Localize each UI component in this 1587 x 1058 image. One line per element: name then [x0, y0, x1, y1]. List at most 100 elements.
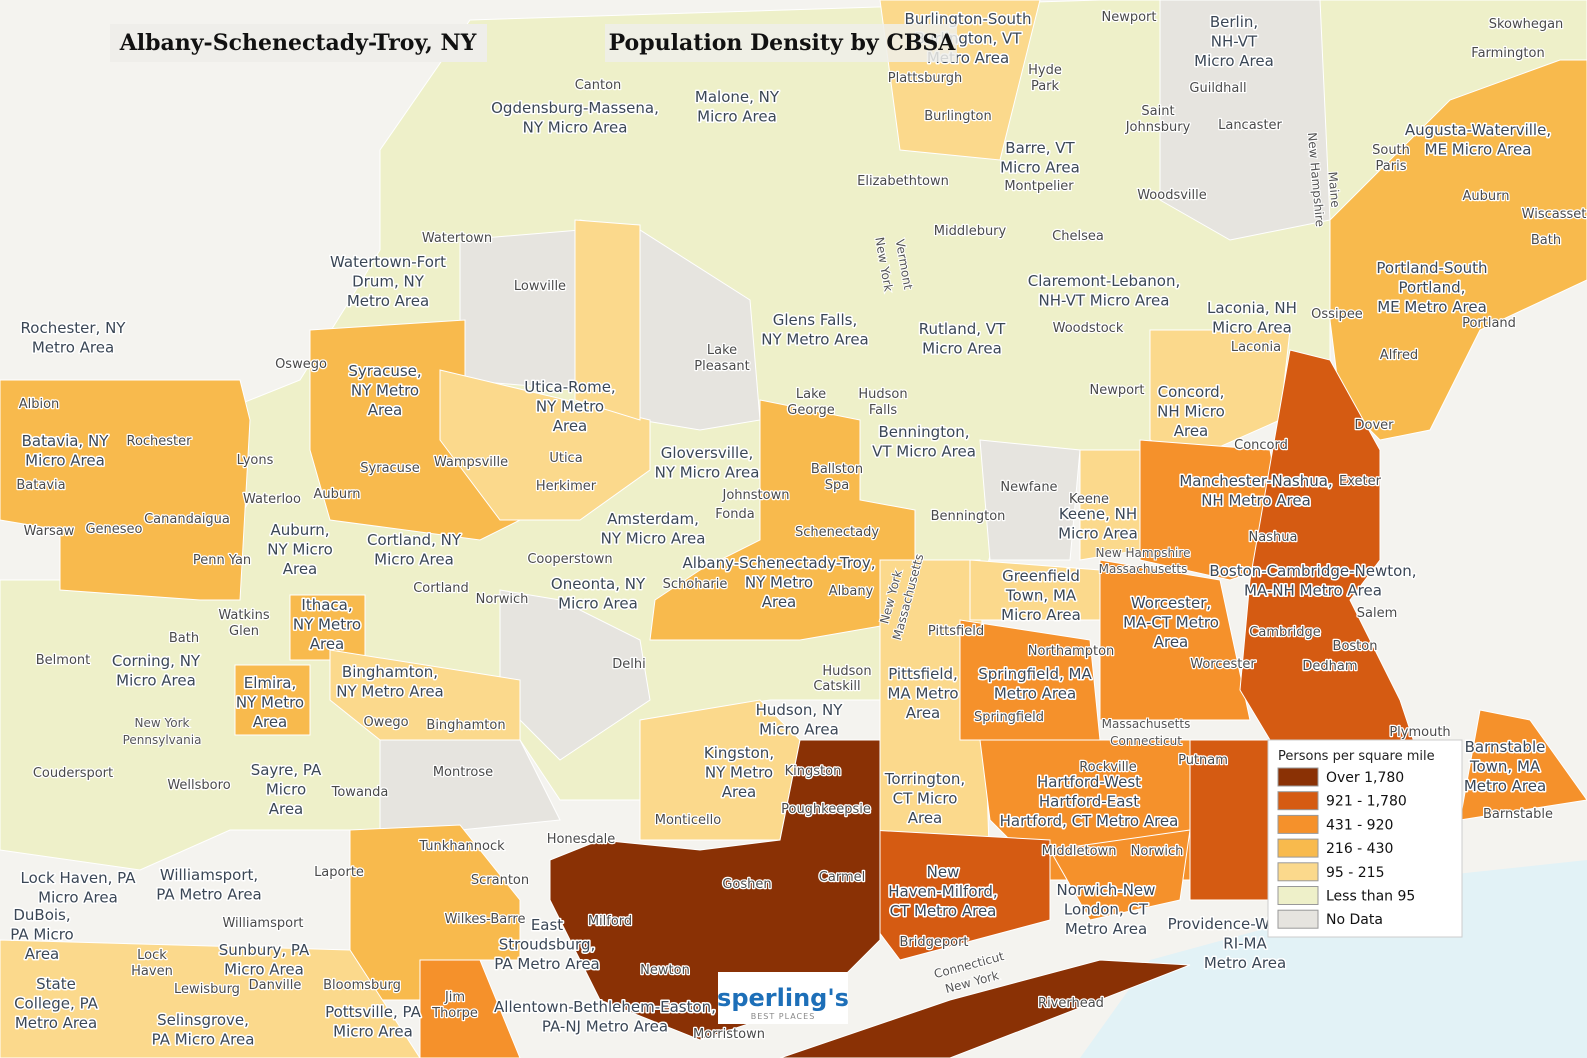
city-label: Farmington — [1471, 46, 1544, 61]
city-label: Catskill — [813, 679, 860, 694]
area-label: Allentown-Bethlehem-Easton, — [494, 998, 716, 1016]
area-label: Portland-South — [1376, 259, 1487, 277]
area-label: Batavia, NY — [22, 432, 110, 450]
region — [779, 959, 1191, 1058]
city-label: Newport — [1101, 10, 1156, 25]
state-label: Connecticut — [1110, 734, 1182, 748]
area-label: Stroudsburg, — [499, 936, 595, 954]
area-label: Albany-Schenectady-Troy, — [682, 554, 875, 572]
area-label: Area — [368, 401, 403, 419]
legend-label: 216 - 430 — [1326, 841, 1393, 857]
legend-swatch — [1277, 862, 1319, 882]
city-label: Lancaster — [1218, 118, 1282, 133]
city-label: Owego — [363, 715, 408, 730]
area-label: NY Metro — [745, 574, 813, 592]
area-label: Metro Area — [347, 292, 429, 310]
area-label: NY Metro — [293, 616, 361, 634]
area-label: Springfield, MA — [978, 665, 1092, 683]
area-label: Worcester, — [1131, 594, 1211, 612]
city-label: Lowville — [514, 279, 566, 294]
city-label: Waterloo — [243, 492, 301, 507]
area-label: MA Metro — [887, 685, 958, 703]
area-label: Micro Area — [1058, 525, 1138, 543]
city-label: Chelsea — [1052, 229, 1104, 244]
area-label: MA-CT Metro — [1123, 614, 1219, 632]
area-label: Metro Area — [32, 339, 114, 357]
area-label: NY Metro Area — [336, 683, 444, 701]
area-label: College, PA — [14, 995, 99, 1013]
region — [459, 229, 581, 391]
region — [979, 439, 1081, 561]
area-label: Sunbury, PA — [219, 941, 310, 959]
city-label: Rochester — [127, 434, 193, 449]
area-label: Selinsgrove, — [157, 1011, 249, 1029]
area-label: Micro Area — [333, 1023, 413, 1041]
area-label: CT Metro Area — [890, 902, 997, 920]
city-label: Lewisburg — [174, 982, 240, 997]
city-label: Newport — [1089, 383, 1144, 398]
area-label: Portland, — [1399, 279, 1466, 297]
area-label: ME Metro Area — [1377, 298, 1487, 316]
city-label: Scranton — [471, 873, 529, 888]
city-label: Pleasant — [694, 359, 750, 374]
area-label: Hartford, CT Metro Area — [1000, 812, 1179, 830]
area-label: Norwich-New — [1057, 881, 1156, 899]
city-label: Schenectady — [795, 525, 879, 540]
area-label: MA-NH Metro Area — [1244, 582, 1382, 600]
area-label: Micro Area — [1001, 606, 1081, 624]
city-label: South — [1372, 143, 1410, 158]
city-label: Worcester — [1190, 657, 1256, 672]
logo-box — [718, 972, 848, 1024]
legend-label: 921 - 1,780 — [1326, 794, 1407, 810]
city-label: Goshen — [722, 877, 771, 892]
region — [1459, 709, 1587, 821]
city-label: Wilkes-Barre — [445, 912, 526, 927]
area-label: Barre, VT — [1005, 139, 1075, 157]
area-label: Keene, NH — [1059, 505, 1137, 523]
legend-label: Less than 95 — [1326, 889, 1415, 905]
area-label: Gloversville, — [661, 444, 753, 462]
region — [1049, 829, 1191, 921]
area-label: Oneonta, NY — [551, 575, 646, 593]
city-label: Schoharie — [663, 577, 728, 592]
area-label: Micro Area — [25, 452, 105, 470]
city-label: Hudson — [822, 664, 871, 679]
city-label: Monticello — [655, 813, 721, 828]
legend-swatch — [1277, 838, 1319, 858]
area-label: Boston-Cambridge-Newton, — [1209, 562, 1416, 580]
city-label: Carmel — [819, 870, 865, 885]
city-label: Pittsfield — [928, 624, 984, 639]
city-label: Dedham — [1302, 659, 1357, 674]
city-label: Rockville — [1079, 760, 1137, 775]
area-label: Micro Area — [224, 961, 304, 979]
area-label: Watertown-Fort — [330, 253, 446, 271]
region — [1099, 559, 1251, 721]
city-label: Bloomsburg — [323, 978, 401, 993]
area-label: Town, MA — [1005, 587, 1077, 605]
state-label: New Hampshire — [1096, 546, 1191, 560]
area-label: NY Micro Area — [655, 464, 760, 482]
city-label: Dover — [1355, 418, 1395, 433]
area-label: Corning, NY — [112, 652, 201, 670]
area-label: Glens Falls, — [773, 311, 857, 329]
area-label: Micro Area — [697, 108, 777, 126]
legend-label: No Data — [1326, 912, 1383, 928]
city-label: Woodsville — [1137, 188, 1207, 203]
area-label: Malone, NY — [695, 88, 780, 106]
area-label: Micro — [266, 781, 306, 799]
area-label: Lock Haven, PA — [21, 869, 137, 887]
city-label: Delhi — [612, 657, 645, 672]
area-label: State — [36, 975, 76, 993]
area-label: Area — [269, 800, 304, 818]
region — [649, 399, 916, 641]
city-label: Wiscasset — [1522, 207, 1587, 222]
area-label: Area — [253, 713, 288, 731]
area-label: ME Micro Area — [1425, 141, 1532, 159]
city-label: Herkimer — [536, 479, 597, 494]
region — [574, 219, 641, 421]
title-box — [110, 24, 487, 62]
area-label: Manchester-Nashua, — [1179, 472, 1332, 490]
area-label: NH-VT Micro Area — [1039, 292, 1170, 310]
